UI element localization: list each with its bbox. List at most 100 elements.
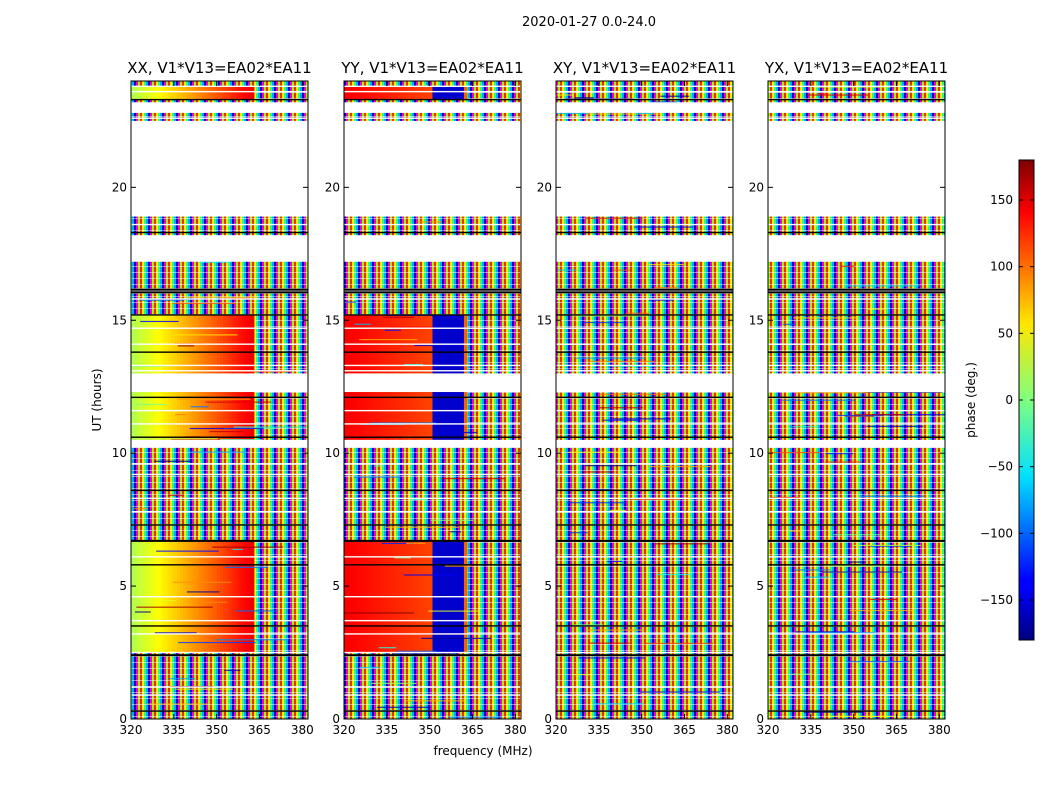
flag-line xyxy=(556,90,733,93)
flag-line xyxy=(344,409,521,412)
x-tick-label: 320 xyxy=(545,723,568,737)
flag-line xyxy=(344,694,521,696)
streak xyxy=(556,112,589,115)
streak xyxy=(825,461,862,463)
flag-line xyxy=(131,625,308,627)
coherent-cell xyxy=(204,86,209,100)
flag-line xyxy=(768,98,945,101)
flag-line xyxy=(556,298,733,300)
flag-line xyxy=(344,364,521,367)
coherent-cell xyxy=(377,392,382,440)
streak xyxy=(867,308,885,310)
flag-line xyxy=(344,98,521,101)
streak xyxy=(396,650,437,652)
data-gap xyxy=(556,120,733,217)
y-tick-label: 15 xyxy=(325,313,340,327)
flag-line xyxy=(768,625,945,627)
flag-line xyxy=(344,489,521,492)
flag-line xyxy=(556,596,733,598)
streak xyxy=(220,439,262,441)
streak xyxy=(599,393,667,395)
panel-title: XX, V1*V13=EA02*EA11 xyxy=(127,59,311,77)
coherent-cell xyxy=(143,392,147,440)
x-tick-label: 320 xyxy=(120,723,143,737)
streak xyxy=(177,345,195,347)
coherent-cell xyxy=(383,392,388,440)
streak xyxy=(588,642,630,644)
flag-line xyxy=(344,290,521,292)
x-tick-label: 335 xyxy=(162,723,185,737)
flag-line xyxy=(344,370,521,372)
coherent-cell xyxy=(180,86,184,100)
streak xyxy=(404,363,424,366)
coherent-cell xyxy=(408,86,413,100)
flag-line xyxy=(131,423,308,425)
streak xyxy=(198,261,228,263)
coherent-cell xyxy=(368,86,373,100)
streak xyxy=(359,338,418,341)
panel-xx: XX, V1*V13=EA02*EA11 0 5 10 15 20 320 335 350 365… xyxy=(112,59,314,737)
coherent-cell xyxy=(235,86,240,100)
streak xyxy=(136,403,167,406)
y-tick-label: 10 xyxy=(325,446,340,460)
flag-line xyxy=(768,291,945,294)
flag-line xyxy=(768,463,945,465)
coherent-cell xyxy=(380,86,385,100)
coherent-cell xyxy=(353,392,357,440)
streak xyxy=(583,321,625,324)
flag-line xyxy=(768,619,945,622)
coherent-cell xyxy=(186,86,190,100)
flag-line xyxy=(131,564,308,566)
streak xyxy=(209,431,244,433)
streak xyxy=(569,532,588,534)
streak xyxy=(574,97,594,99)
coherent-cell xyxy=(386,392,391,440)
streak xyxy=(371,682,417,684)
coherent-cell xyxy=(396,86,400,100)
x-tick-label: 320 xyxy=(757,723,780,737)
x-tick-label: 365 xyxy=(673,723,696,737)
flag-line xyxy=(556,686,733,688)
streak xyxy=(430,519,474,521)
flag-line xyxy=(768,556,945,558)
flag-line xyxy=(131,710,308,712)
flag-line xyxy=(768,489,945,492)
heatmap-body-xy xyxy=(556,81,733,719)
streak xyxy=(648,299,675,301)
coherent-cell xyxy=(241,86,246,100)
y-tick-label: 10 xyxy=(537,446,552,460)
streak xyxy=(791,673,813,675)
flag-line xyxy=(556,351,733,353)
streak xyxy=(870,598,897,601)
streak xyxy=(235,610,278,612)
data-gap xyxy=(768,102,945,113)
x-tick-label: 380 xyxy=(291,723,314,737)
y-tick-label: 0 xyxy=(544,712,552,726)
flag-line xyxy=(131,436,308,438)
flag-line xyxy=(131,686,308,688)
flag-line xyxy=(556,654,733,657)
streak xyxy=(822,571,903,573)
streak xyxy=(794,569,831,571)
flag-line xyxy=(344,291,521,294)
coherent-cell xyxy=(463,86,468,100)
y-tick-label: 5 xyxy=(756,579,764,593)
streak xyxy=(394,557,411,559)
streak xyxy=(428,610,480,612)
streak xyxy=(168,678,196,680)
streak xyxy=(139,438,218,440)
x-tick-label: 365 xyxy=(248,723,271,737)
flag-line xyxy=(768,85,945,88)
flag-line xyxy=(131,556,308,558)
streak xyxy=(354,323,371,325)
streak xyxy=(154,460,193,462)
axes-frame xyxy=(130,80,309,720)
coherent-cell xyxy=(161,392,166,440)
flag-line xyxy=(131,619,308,622)
streak xyxy=(866,425,924,427)
coherent-cell xyxy=(386,86,391,100)
flag-line xyxy=(556,291,733,294)
flag-line xyxy=(768,314,945,316)
streak xyxy=(556,94,574,96)
data-gap xyxy=(556,235,733,262)
